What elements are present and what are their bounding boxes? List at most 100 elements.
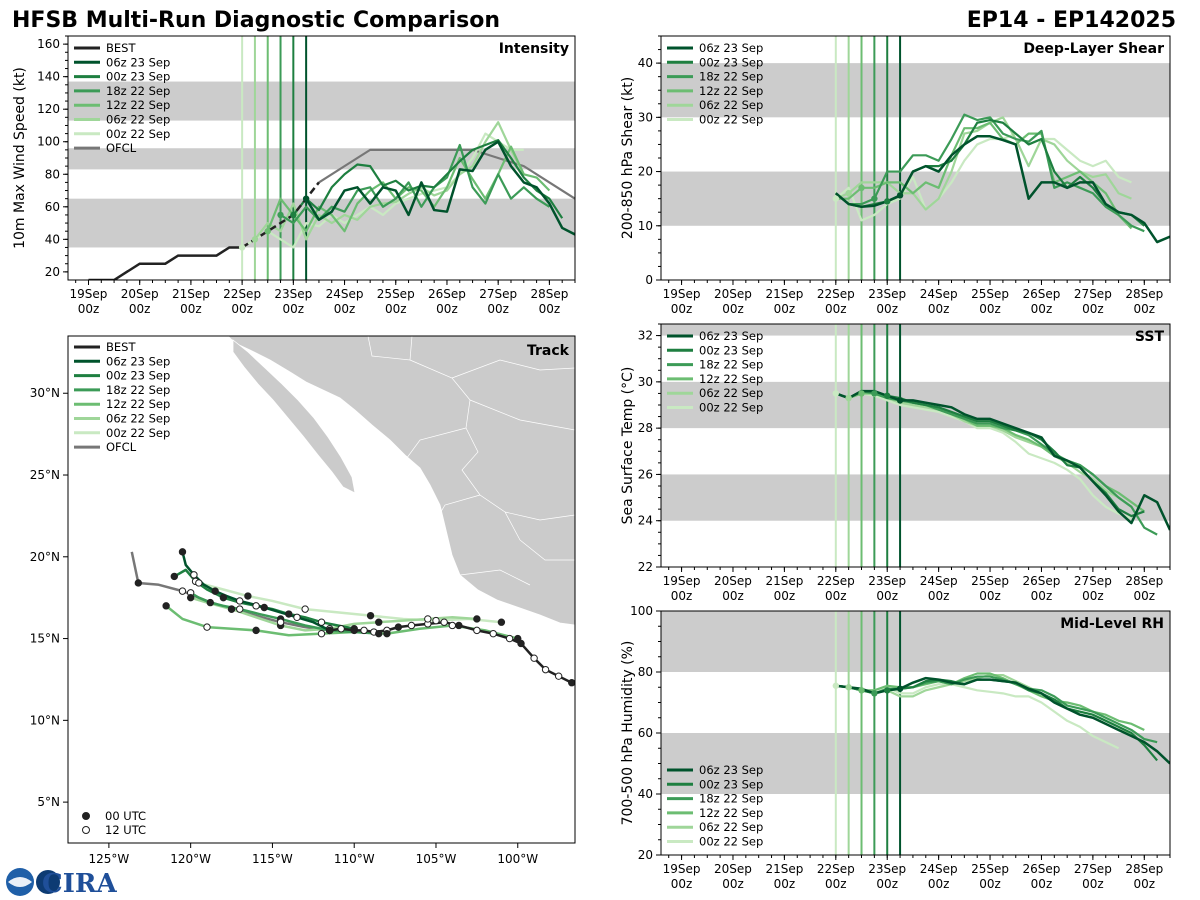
mid-level-rh-xtick-label-hour: 00z [979, 877, 1001, 891]
deep-layer-shear-shaded-band [661, 63, 1170, 118]
deep-layer-shear-legend-label-06z-23-sep: 06z 23 Sep [699, 41, 763, 55]
sst-xtick-label-day: 27Sep [1074, 574, 1112, 588]
deep-layer-shear-series-12z-22-sep [835, 121, 1133, 230]
deep-layer-shear-xtick-label-day: 28Sep [1125, 287, 1163, 301]
track-marker-00utc [162, 602, 170, 610]
deep-layer-shear-xtick-label-day: 27Sep [1074, 287, 1112, 301]
track-marker-legend-label: 00 UTC [105, 809, 146, 823]
cira-wordmark: CIRA [42, 869, 117, 899]
intensity-xtick-label-day: 23Sep [274, 287, 312, 301]
sst-ytick-label: 24 [638, 514, 653, 528]
mid-level-rh-xtick-label-hour: 00z [1031, 877, 1053, 891]
mid-level-rh-xtick-label-hour: 00z [1134, 877, 1156, 891]
mid-level-rh-xtick-label-day: 24Sep [920, 862, 958, 876]
deep-layer-shear-xtick-label-hour: 00z [774, 302, 796, 316]
intensity-ytick-label: 140 [37, 70, 60, 84]
deep-layer-shear-init-marker-18z-22-sep [871, 195, 878, 202]
intensity-legend-label-06z-23-sep: 06z 23 Sep [106, 55, 170, 69]
intensity-xtick-label-day: 24Sep [326, 287, 364, 301]
track-marker-12utc [407, 621, 416, 630]
deep-layer-shear-ytick-label: 10 [638, 219, 653, 233]
track-marker-12utc [489, 629, 497, 638]
sst-xtick-label-hour: 00z [928, 589, 950, 603]
track-ytick-label: 20°N [30, 550, 60, 564]
track-marker-00utc [260, 603, 268, 612]
track-marker-12utc [424, 615, 432, 623]
mid-level-rh-xtick-label-hour: 00z [876, 877, 898, 891]
mid-level-rh-xtick-label-hour: 00z [671, 877, 693, 891]
track-xtick-label: 125°W [88, 852, 129, 866]
sst-ytick-label: 30 [638, 375, 653, 389]
track-marker-00utc [252, 626, 260, 635]
state-borders [367, 336, 575, 586]
track-marker-00utc [134, 579, 143, 587]
track-panel: 125°W 120°W 115°W 110°W 105°W 100°W 5°N 10°N 15°… [30, 335, 576, 866]
mid-level-rh-ytick-label: 20 [638, 848, 653, 862]
mid-level-rh-shaded-band [661, 733, 1170, 794]
deep-layer-shear-xtick-label-hour: 00z [671, 302, 693, 316]
mid-level-rh-ytick-label: 100 [630, 604, 653, 618]
track-marker-12utc [473, 626, 481, 635]
track-marker-12utc [440, 618, 448, 626]
track-marker-00utc [514, 634, 522, 643]
deep-layer-shear-series-06z-23-sep [835, 135, 1170, 244]
track-basemap [68, 336, 575, 843]
intensity-ytick-label: 80 [45, 167, 60, 181]
deep-layer-shear-legend-label-00z-23-sep: 00z 23 Sep [699, 55, 763, 69]
track-marker-12utc [448, 621, 457, 630]
track-xtick-label: 100°W [497, 852, 538, 866]
track-marker-00utc [383, 629, 391, 638]
intensity-legend-label-ofcl: OFCL [106, 141, 137, 155]
deep-layer-shear-xtick-label-day: 22Sep [817, 287, 855, 301]
track-panel-title: Track [527, 343, 570, 359]
track-marker-legend-label: 12 UTC [105, 823, 146, 837]
sst-xtick-label-hour: 00z [722, 589, 744, 603]
track-marker-legend-swatch [82, 826, 90, 834]
track-legend-label-00z-23-sep: 00z 23 Sep [106, 369, 170, 383]
track-marker-12utc [276, 618, 285, 626]
mid-level-rh-init-marker-12z-22-sep [858, 687, 865, 694]
sst-series-06z-23-sep [835, 389, 1170, 531]
intensity-series-18z-22-sep [279, 143, 550, 225]
track-legend-label-06z-23-sep: 06z 23 Sep [106, 354, 170, 368]
mid-level-rh-ytick-label: 40 [638, 787, 653, 801]
track-marker-00utc [473, 615, 481, 623]
sst-legend-label-18z-22-sep: 18z 22 Sep [699, 358, 763, 372]
mid-level-rh-init-marker-06z-22-sep [845, 684, 852, 691]
intensity-series-best [88, 246, 243, 280]
track-marker-12utc [203, 623, 211, 631]
deep-layer-shear-panel: 01020304019Sep00z20Sep00z21Sep00z22Sep00… [620, 35, 1171, 316]
intensity-legend-label-00z-23-sep: 00z 23 Sep [106, 70, 170, 84]
sst-xtick-label-hour: 00z [979, 589, 1001, 603]
mid-level-rh-ytick-label: 80 [638, 665, 653, 679]
track-marker-12utc [432, 616, 440, 625]
sst-xtick-label-hour: 00z [825, 589, 847, 603]
sst-shaded-band [661, 474, 1170, 521]
track-series-18z-22-sep [190, 591, 379, 635]
track-marker-00utc [325, 626, 334, 635]
sst-ytick-label: 22 [638, 560, 653, 574]
intensity-panel-title: Intensity [499, 41, 569, 57]
track-marker-12utc [301, 605, 309, 613]
intensity-init-marker-00z-23-sep [290, 211, 297, 219]
track-marker-12utc [190, 571, 198, 579]
globe-icon [36, 870, 60, 894]
track-marker-00utc [244, 592, 252, 600]
deep-layer-shear-shaded-band [661, 171, 1170, 226]
mid-level-rh-shaded-band [661, 611, 1170, 672]
land-mass-baja-california [232, 339, 356, 494]
deep-layer-shear-xtick-label-day: 26Sep [1023, 287, 1061, 301]
track-ytick-label: 5°N [37, 795, 60, 809]
deep-layer-shear-xtick-label-hour: 00z [876, 302, 898, 316]
intensity-series-00z-23-sep [292, 139, 564, 219]
deep-layer-shear-legend-label-18z-22-sep: 18z 22 Sep [699, 70, 763, 84]
sst-xtick-label-day: 19Sep [663, 574, 701, 588]
sst-ytick-label: 28 [638, 421, 653, 435]
mid-level-rh-legend-label-18z-22-sep: 18z 22 Sep [699, 792, 763, 806]
deep-layer-shear-xtick-label-day: 21Sep [765, 287, 803, 301]
track-frame [67, 335, 576, 844]
intensity-series-06z-23-sep [305, 140, 575, 236]
track-marker-00utc [186, 593, 195, 602]
mid-level-rh-panel: 2040608010019Sep00z20Sep00z21Sep00z22Sep… [620, 604, 1171, 891]
track-marker-00utc [394, 623, 403, 631]
